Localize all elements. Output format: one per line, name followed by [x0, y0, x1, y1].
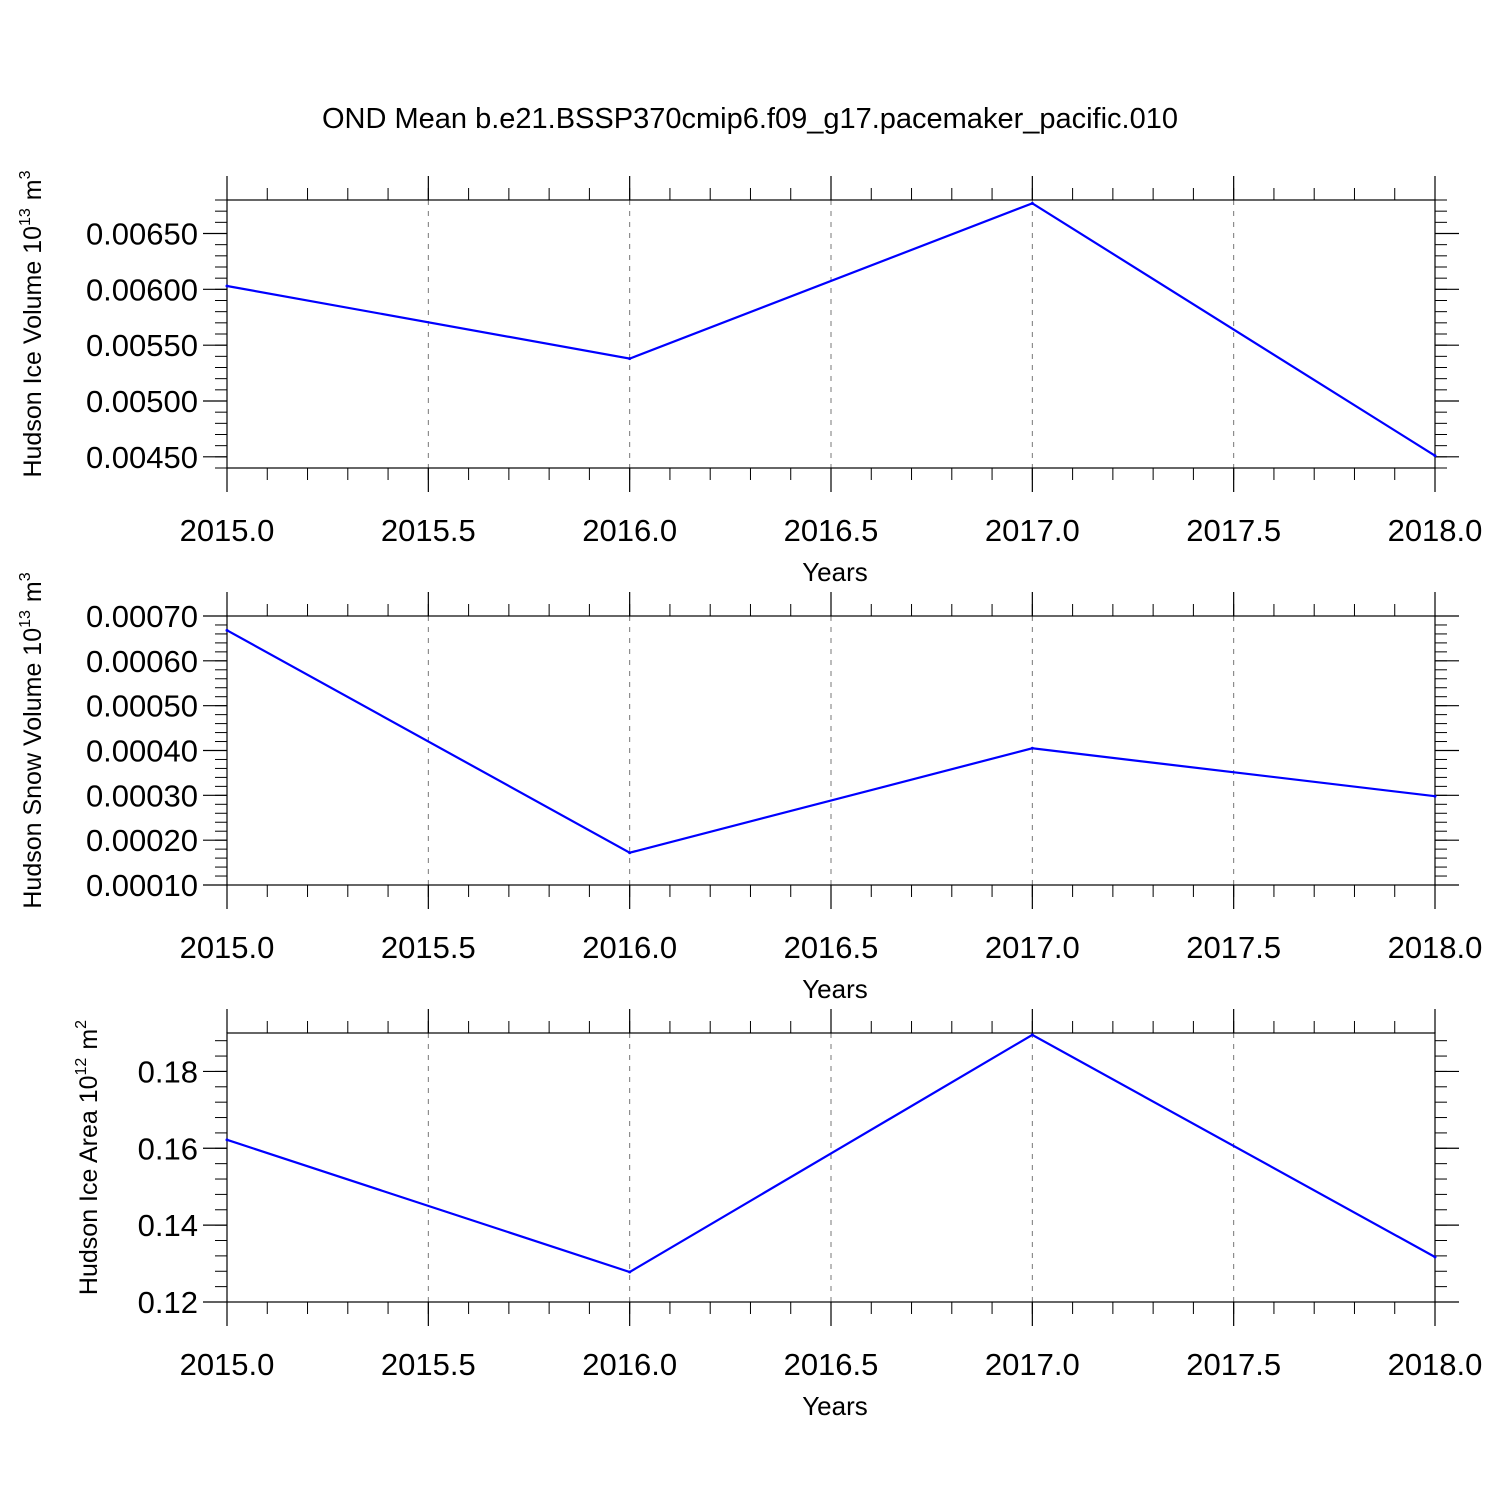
x-tick-label: 2015.5: [381, 1347, 476, 1382]
y-axis-label-exponent: 13: [17, 208, 34, 226]
data-point: [225, 1138, 229, 1142]
y-tick-label: 0.00500: [86, 384, 198, 419]
x-tick-label: 2017.5: [1186, 1347, 1281, 1382]
y-axis-label-unit: m: [19, 179, 47, 200]
y-tick-label: 0.00030: [86, 778, 198, 813]
x-axis-label: Years: [802, 557, 868, 587]
y-tick-label: 0.00650: [86, 217, 198, 252]
data-point: [1030, 1033, 1034, 1037]
chart-panel-3: 2015.0 2015.5 2016.0 2016.5 2017.0 2017.5 2018…: [73, 1009, 1482, 1421]
y-axis-label: Hudson Snow Volume 1013 m3: [17, 572, 47, 908]
data-point: [1433, 1255, 1437, 1259]
x-tick-label: 2018.0: [1388, 513, 1483, 548]
x-tick-label: 2017.0: [985, 1347, 1080, 1382]
y-axis-label: Hudson Ice Volume 1013 m3: [17, 170, 47, 477]
data-point: [225, 284, 229, 288]
y-tick-label: 0.00020: [86, 823, 198, 858]
y-axis-label-unit-exponent: 3: [17, 170, 34, 179]
y-tick-label: 0.16: [138, 1131, 198, 1166]
y-tick-label: 0.00040: [86, 734, 198, 769]
x-tick-label: 2016.0: [582, 930, 677, 965]
x-tick-label: 2018.0: [1388, 930, 1483, 965]
y-tick-label: 0.12: [138, 1285, 198, 1320]
x-tick-label: 2018.0: [1388, 1347, 1483, 1382]
data-point: [628, 357, 632, 361]
y-axis-label: Hudson Ice Area 1012 m2: [73, 1020, 103, 1295]
x-tick-label: 2017.5: [1186, 513, 1281, 548]
x-tick-label: 2015.0: [180, 513, 275, 548]
data-point: [628, 851, 632, 855]
data-point: [1030, 746, 1034, 750]
x-tick-label: 2017.5: [1186, 930, 1281, 965]
y-axis-label-unit: m: [19, 581, 47, 602]
y-tick-label: 0.00600: [86, 272, 198, 307]
y-tick-label: 0.00550: [86, 328, 198, 363]
x-tick-label: 2017.0: [985, 930, 1080, 965]
y-tick-label: 0.18: [138, 1054, 198, 1089]
x-tick-label: 2016.5: [784, 930, 879, 965]
y-axis-label-text: Hudson Snow Volume 10: [19, 628, 47, 909]
x-tick-label: 2017.0: [985, 513, 1080, 548]
y-axis-label-unit: m: [75, 1029, 103, 1050]
y-axis-label-unit-exponent: 2: [73, 1020, 90, 1029]
y-tick-label: 0.00060: [86, 644, 198, 679]
y-axis-label-exponent: 12: [73, 1058, 90, 1076]
series-line: [226, 1033, 1436, 1274]
chart-panel-1: 2015.0 2015.5 2016.0 2016.5 2017.0 2017.5 2018…: [17, 170, 1482, 587]
x-tick-label: 2016.5: [784, 513, 879, 548]
data-point: [225, 628, 229, 632]
series-line: [226, 202, 1436, 457]
series-line: [226, 629, 1436, 854]
chart-panel-2: 2015.0 2015.5 2016.0 2016.5 2017.0 2017.5 2018…: [17, 572, 1482, 1004]
data-point: [1030, 201, 1034, 205]
x-tick-label: 2016.0: [582, 513, 677, 548]
y-axis-label-text: Hudson Ice Area 10: [75, 1075, 103, 1295]
x-tick-label: 2015.5: [381, 513, 476, 548]
y-tick-label: 0.14: [138, 1208, 198, 1243]
y-axis-label-unit-exponent: 3: [17, 572, 34, 581]
x-tick-label: 2016.5: [784, 1347, 879, 1382]
y-axis-label-exponent: 13: [17, 610, 34, 628]
panels: 2015.0 2015.5 2016.0 2016.5 2017.0 2017.5 2018…: [17, 170, 1482, 1421]
data-point: [628, 1270, 632, 1274]
y-axis-label-text: Hudson Ice Volume 10: [19, 226, 47, 478]
data-point: [1433, 794, 1437, 798]
y-tick-label: 0.00010: [86, 868, 198, 903]
y-tick-label: 0.00050: [86, 689, 198, 724]
x-axis-label: Years: [802, 974, 868, 1004]
x-axis-label: Years: [802, 1391, 868, 1421]
x-tick-label: 2015.0: [180, 930, 275, 965]
x-tick-label: 2016.0: [582, 1347, 677, 1382]
data-point: [1433, 454, 1437, 458]
x-tick-label: 2015.0: [180, 1347, 275, 1382]
x-tick-label: 2015.5: [381, 930, 476, 965]
chart-title: OND Mean b.e21.BSSP370cmip6.f09_g17.pace…: [322, 103, 1178, 135]
y-tick-label: 0.00450: [86, 440, 198, 475]
y-tick-label: 0.00070: [86, 599, 198, 634]
